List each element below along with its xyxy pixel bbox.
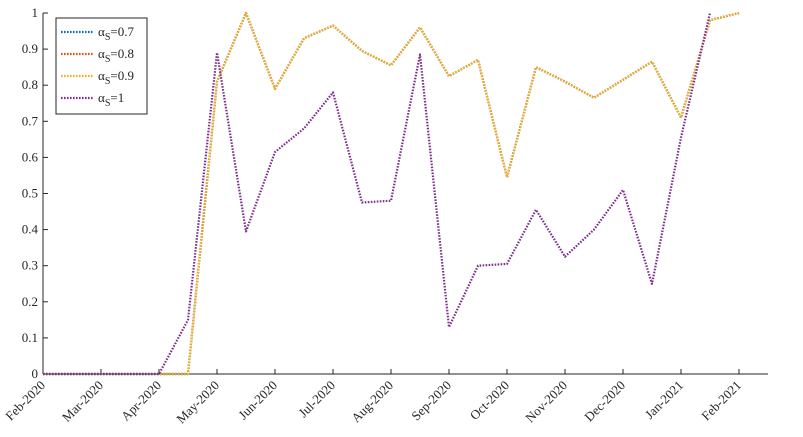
x-tick-label: Mar-2020 [59, 378, 106, 425]
x-tick-label: Dec-2020 [581, 378, 628, 425]
x-tick-label: Aug-2020 [348, 378, 396, 426]
y-tick-label: 0.9 [22, 41, 38, 56]
legend-value: =0.8 [110, 46, 134, 61]
legend-label-3: αS=0.9 [98, 68, 134, 87]
y-tick-label: 0.3 [22, 258, 38, 273]
x-tick-label: Apr-2020 [118, 378, 164, 424]
x-tick-label: Oct-2020 [467, 378, 512, 423]
x-tick-label: Nov-2020 [522, 378, 570, 426]
x-tick-label: Sep-2020 [408, 378, 454, 424]
legend-subscript: S [105, 54, 111, 65]
y-tick-label: 1 [32, 5, 39, 20]
series-line-3 [43, 11, 740, 376]
legend-label-1: αS=0.7 [98, 24, 134, 43]
x-tick-label: May-2020 [173, 378, 222, 427]
legend: αS=0.7αS=0.8αS=0.9αS=1 [55, 17, 148, 115]
legend-subscript: S [105, 76, 111, 87]
y-tick-label: 0.2 [22, 294, 38, 309]
legend-alpha: α [98, 90, 105, 105]
legend-subscript: S [105, 32, 111, 43]
legend-label-2: αS=0.8 [98, 46, 134, 65]
x-tick-label: Jul-2020 [295, 378, 338, 421]
legend-alpha: α [98, 24, 105, 39]
legend-value: =0.9 [110, 68, 134, 83]
y-tick-label: 0 [32, 366, 39, 381]
legend-subscript: S [105, 98, 111, 109]
x-tick-label: Jun-2020 [235, 378, 280, 423]
plot-area [43, 11, 740, 376]
y-tick-label: 0.6 [22, 149, 39, 164]
legend-value: =0.7 [110, 24, 134, 39]
y-tick-label: 0.5 [22, 186, 38, 201]
series-line-4 [43, 12, 712, 376]
y-tick-label: 0.4 [22, 222, 39, 237]
y-tick-label: 0.8 [22, 77, 38, 92]
legend-value: =1 [110, 90, 124, 105]
x-tick-label: Feb-2020 [2, 378, 48, 424]
legend-label-4: αS=1 [98, 90, 124, 109]
x-tick-label: Jan-2021 [642, 378, 686, 422]
x-tick-label: Feb-2021 [698, 378, 744, 424]
legend-alpha: α [98, 46, 105, 61]
legend-alpha: α [98, 68, 105, 83]
y-tick-label: 0.1 [22, 330, 38, 345]
y-tick-label: 0.7 [22, 113, 39, 128]
